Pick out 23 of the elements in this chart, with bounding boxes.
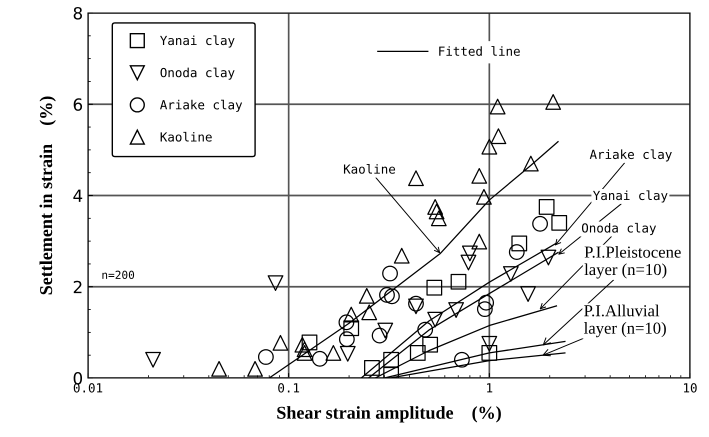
legend-label: Kaoline [160,132,212,142]
x-tick-label: 0.01 [74,383,102,393]
y-tick-label: 4 [73,190,82,202]
x-tick-label: 10 [684,383,697,393]
legend-label: Ariake clay [160,100,242,112]
legend-label: Fitted line [439,46,520,56]
x-tick-label: 0.1 [278,383,300,393]
y-tick-label: 0 [74,372,82,385]
annotation: Ariake clay [590,149,672,162]
annotation: n=200 [102,270,134,280]
x-axis-title: Shear strain amplitude (%) [277,406,501,423]
annotation: P.I.Pleistocene layer (n=10) [584,246,681,279]
legend-label: Onoda clay [160,68,235,80]
x-tick-label: 1 [487,383,492,392]
y-tick-label: 2 [74,280,82,294]
y-axis-title: Settlement in strain (%) [39,96,56,294]
legend-label: Yanai clay [160,35,235,48]
y-tick-label: 8 [74,6,82,20]
annotation: Kaoline [344,164,396,174]
annotation: Yanai clay [592,190,668,203]
annotation: Onoda clay [582,222,656,236]
y-tick-label: 6 [74,98,82,111]
annotation: P.I.Alluvial layer (n=10) [584,304,666,338]
